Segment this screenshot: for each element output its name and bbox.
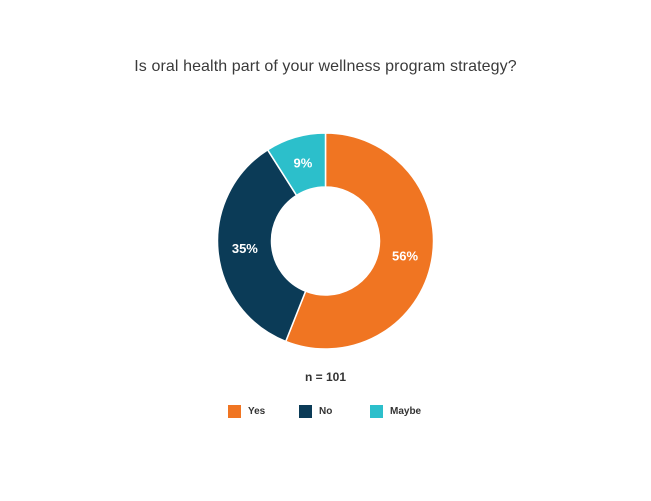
slice-label-yes: 56% — [392, 249, 418, 264]
legend-label-yes: Yes — [248, 406, 266, 417]
slice-label-maybe: 9% — [294, 156, 313, 171]
legend-item-maybe: Maybe — [370, 405, 421, 418]
legend-swatch-no — [299, 405, 312, 418]
legend-item-no: No — [299, 405, 332, 418]
legend-swatch-yes — [228, 405, 241, 418]
slice-maybe — [266, 132, 327, 197]
slice-no — [216, 148, 307, 343]
legend-swatch-maybe — [370, 405, 383, 418]
slice-label-no: 35% — [232, 241, 258, 256]
legend-item-yes: Yes — [228, 405, 265, 418]
legend-label-maybe: Maybe — [390, 406, 422, 417]
chart-title: Is oral health part of your wellness pro… — [134, 58, 517, 75]
chart-legend: Yes No Maybe — [0, 405, 651, 423]
sample-size-note: n = 101 — [304, 370, 347, 384]
slice-yes — [284, 132, 435, 350]
legend-label-no: No — [319, 406, 333, 417]
